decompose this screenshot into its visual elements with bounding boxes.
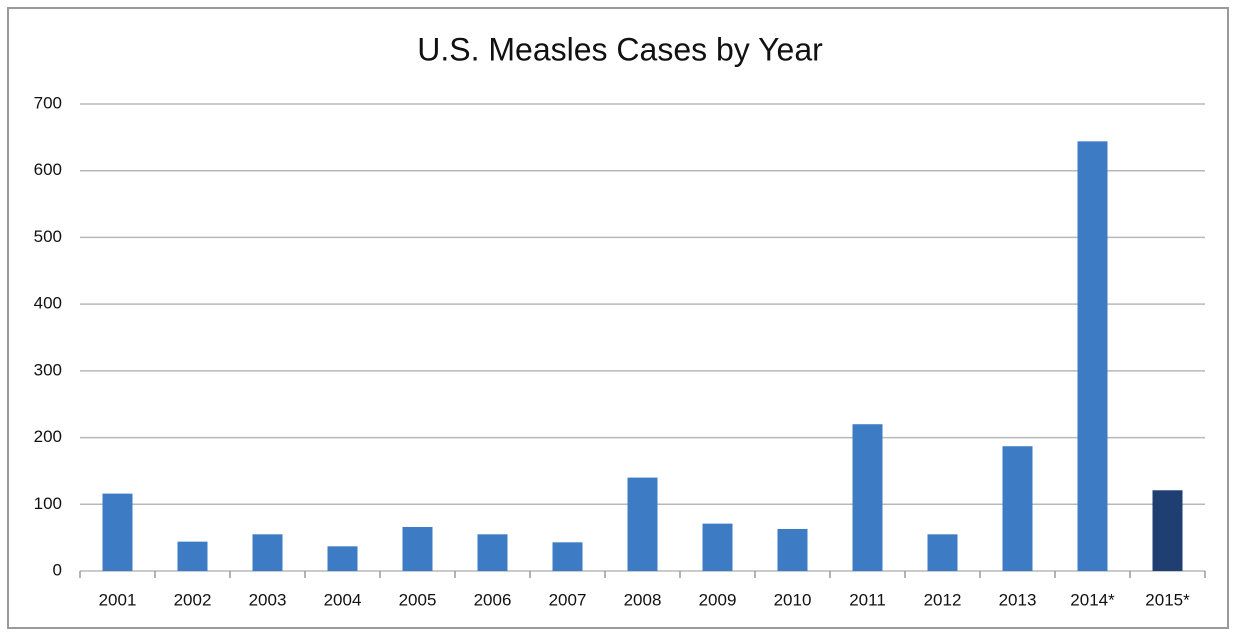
bar bbox=[252, 534, 283, 571]
x-tick-label: 2003 bbox=[249, 590, 287, 609]
bar bbox=[777, 528, 808, 571]
bar bbox=[1152, 490, 1183, 571]
bar bbox=[177, 541, 208, 571]
y-tick-label: 200 bbox=[34, 427, 62, 446]
chart-border bbox=[7, 7, 1229, 629]
x-tick-label: 2012 bbox=[924, 590, 962, 609]
bar bbox=[102, 493, 133, 571]
bar bbox=[477, 534, 508, 571]
y-tick-label: 600 bbox=[34, 160, 62, 179]
x-tick-label: 2009 bbox=[699, 590, 737, 609]
bar bbox=[927, 534, 958, 571]
x-tick-label: 2006 bbox=[474, 590, 512, 609]
x-tick-label: 2004 bbox=[324, 590, 362, 609]
x-tick-label: 2013 bbox=[999, 590, 1037, 609]
y-tick-label: 300 bbox=[34, 360, 62, 379]
x-tick-label: 2007 bbox=[549, 590, 587, 609]
bar bbox=[327, 546, 358, 571]
y-tick-label: 400 bbox=[34, 294, 62, 313]
x-tick-label: 2008 bbox=[624, 590, 662, 609]
y-tick-label: 0 bbox=[53, 560, 62, 579]
y-tick-label: 100 bbox=[34, 494, 62, 513]
bar bbox=[1077, 141, 1108, 572]
bar bbox=[702, 523, 733, 571]
bar bbox=[552, 542, 583, 571]
x-tick-label: 2015* bbox=[1145, 590, 1190, 609]
bar bbox=[402, 526, 433, 571]
x-tick-label: 2010 bbox=[774, 590, 812, 609]
x-tick-label: 2002 bbox=[174, 590, 212, 609]
x-tick-label: 2005 bbox=[399, 590, 437, 609]
x-tick-label: 2011 bbox=[849, 590, 886, 609]
bar bbox=[1002, 446, 1033, 571]
bar bbox=[852, 424, 883, 571]
y-tick-label: 500 bbox=[34, 227, 62, 246]
x-tick-label: 2014* bbox=[1070, 590, 1115, 609]
bar bbox=[627, 477, 658, 571]
y-tick-label: 700 bbox=[34, 93, 62, 112]
chart-title: U.S. Measles Cases by Year bbox=[417, 31, 823, 67]
x-tick-label: 2001 bbox=[99, 590, 137, 609]
